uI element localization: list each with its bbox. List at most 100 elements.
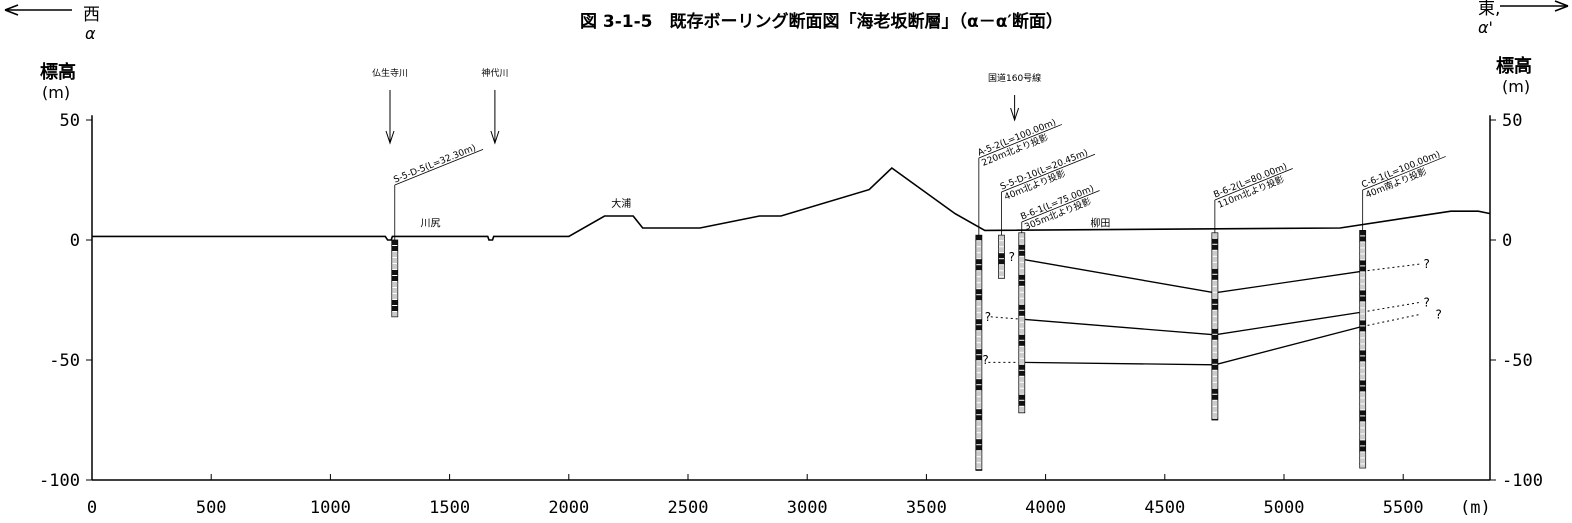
- borehole-strata: [975, 463, 982, 469]
- borehole-strata: [1018, 232, 1025, 238]
- borehole-strata: [1211, 376, 1218, 382]
- borehole-strata: [1018, 238, 1025, 244]
- uncertain-mark: ?: [982, 353, 988, 367]
- borehole-strata: [1359, 308, 1366, 314]
- x-tick-label: 5500: [1383, 498, 1424, 518]
- borehole-label: C-6-1(L=100.00m)40m南より投影: [1360, 150, 1446, 201]
- place-name-label: 柳田: [1090, 216, 1110, 229]
- west-arrow-icon: [4, 4, 19, 16]
- borehole-strata: [1359, 230, 1366, 236]
- borehole-strata: [1211, 256, 1218, 262]
- borehole-strata: [1359, 458, 1366, 464]
- borehole-strata: [391, 288, 398, 293]
- borehole-strata: [1359, 320, 1366, 326]
- axes: 0 500 1000 1500 2000 2500 3000 3500 4000 4500 5000…: [39, 111, 1543, 518]
- borehole-strata: [1018, 316, 1025, 322]
- borehole-strata: [1359, 362, 1366, 368]
- borehole-strata: [1359, 266, 1366, 272]
- y-tick-label-left: 0: [70, 231, 80, 251]
- borehole-strata: [1359, 404, 1366, 410]
- uncertain-mark: ?: [1435, 307, 1441, 321]
- y-tick-label-left: 50: [60, 111, 80, 131]
- borehole-strata: [1211, 394, 1218, 400]
- borehole-strata: [1211, 346, 1218, 352]
- borehole-strata: [1359, 386, 1366, 392]
- borehole-B-6-2: B-6-2(L=80.00m)110m北より投影: [1211, 162, 1293, 421]
- borehole-strata: [975, 313, 982, 319]
- figure-title: 図 3-1-5 既存ボーリング断面図「海老坂断層」（α－α′断面）: [580, 11, 1063, 32]
- inferred-horizon-line: [990, 316, 1022, 320]
- borehole-label-underline: [1001, 153, 1096, 193]
- west-alpha: α: [85, 24, 96, 43]
- borehole-strata: [1018, 400, 1025, 406]
- borehole-strata: [998, 271, 1005, 277]
- borehole-label-underline: [1214, 168, 1293, 201]
- borehole-strata: [975, 283, 982, 289]
- river-road-label: 仏生寺川: [372, 67, 408, 79]
- borehole-strata: [998, 259, 1005, 265]
- borehole-strata: [998, 235, 1005, 241]
- borehole-strata: [1359, 446, 1366, 452]
- borehole-strata: [975, 307, 982, 313]
- borehole-strata: [975, 391, 982, 397]
- borehole-strata: [1359, 452, 1366, 458]
- borehole-strata: [1211, 400, 1218, 406]
- borehole-strata: [1018, 286, 1025, 292]
- horizon-line: [1021, 311, 1363, 336]
- inferred-horizon-line: [1362, 301, 1420, 313]
- borehole-strata: [998, 277, 1005, 279]
- borehole-strata: [1211, 292, 1218, 298]
- borehole-strata: [391, 252, 398, 257]
- river-road-label: 国道160号線: [988, 72, 1041, 84]
- borehole-label: B-6-2(L=80.00m)110m北より投影: [1212, 162, 1293, 211]
- borehole-strata: [1359, 440, 1366, 446]
- borehole-strata: [1211, 238, 1218, 244]
- borehole-strata: [975, 271, 982, 277]
- borehole-B-6-1: B-6-1(L=75.00m)305m北より投影: [1018, 184, 1100, 414]
- borehole-strata: [1211, 274, 1218, 280]
- borehole-strata: [1018, 304, 1025, 310]
- borehole-strata: [1359, 314, 1366, 320]
- borehole-strata: [1018, 274, 1025, 280]
- borehole-strata: [1359, 272, 1366, 278]
- y-tick-label-left: -100: [39, 471, 80, 491]
- borehole-label-underline: [978, 124, 1063, 159]
- y-tick-label-right: 0: [1502, 231, 1512, 251]
- borehole-name: S-5-D-5(L=32.30m): [392, 143, 477, 185]
- borehole-strata: [975, 385, 982, 391]
- horizon-line: [1021, 325, 1363, 366]
- borehole-strata: [1018, 364, 1025, 370]
- borehole-strata: [1359, 350, 1366, 356]
- inferred-horizon-line: [1362, 263, 1420, 272]
- y-label-left-1: 標高: [40, 61, 76, 83]
- borehole-strata: [1211, 244, 1218, 250]
- borehole-strata: [1211, 280, 1218, 286]
- borehole-strata: [1211, 364, 1218, 370]
- x-tick-label: 2500: [668, 498, 709, 518]
- borehole-strata: [1211, 268, 1218, 274]
- borehole-strata: [391, 312, 398, 317]
- borehole-strata: [391, 294, 398, 299]
- borehole-strata: [975, 439, 982, 445]
- borehole-strata: [975, 451, 982, 457]
- borehole-label-underline: [1362, 156, 1446, 191]
- borehole-strata: [975, 379, 982, 385]
- borehole-strata: [1018, 292, 1025, 298]
- borehole-strata: [975, 319, 982, 325]
- uncertain-mark: ?: [1423, 295, 1429, 309]
- borehole-strata: [1359, 368, 1366, 374]
- borehole-strata: [391, 300, 398, 305]
- borehole-strata: [998, 247, 1005, 253]
- borehole-strata: [975, 367, 982, 373]
- x-tick-label: 4500: [1144, 498, 1185, 518]
- header: 図 3-1-5 既存ボーリング断面図「海老坂断層」（α－α′断面） 西 α 東,…: [4, 0, 1569, 518]
- borehole-strata: [1018, 370, 1025, 376]
- x-tick-label: 1500: [429, 498, 470, 518]
- borehole-strata: [975, 403, 982, 409]
- borehole-strata: [1211, 232, 1218, 238]
- borehole-label: S-5-D-5(L=32.30m): [392, 143, 484, 186]
- borehole-strata: [391, 276, 398, 281]
- place-name-label: 川尻: [421, 217, 441, 229]
